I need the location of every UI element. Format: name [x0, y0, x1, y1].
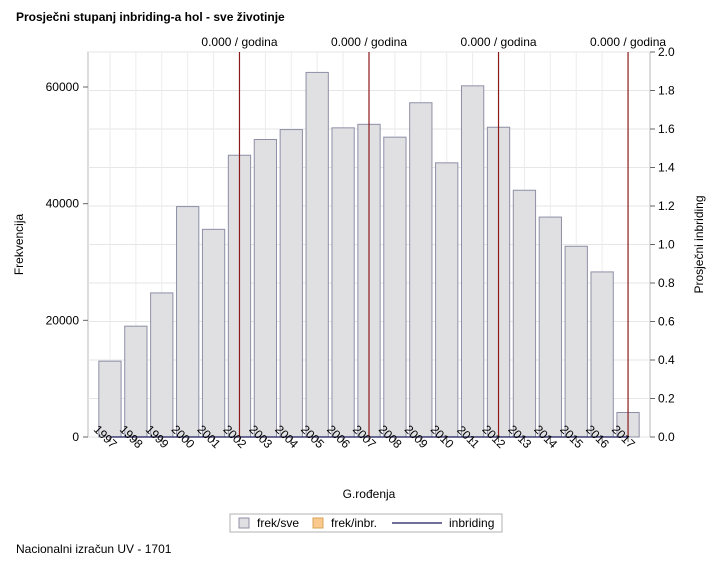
bar-2005 — [305, 71, 329, 438]
bar-1999 — [150, 292, 174, 438]
bar-2014 — [538, 216, 562, 438]
legend-label-inbriding: inbriding — [449, 516, 494, 530]
legend: frek/sve frek/inbr. inbriding — [229, 513, 503, 533]
axes: 0 20000 40000 60000 0.0 0.2 0.4 0.6 0.8 1.0 1.2 1.4… — [12, 45, 706, 501]
y2-tick-label: 0.6 — [658, 315, 675, 329]
y-tick-label: 20000 — [46, 313, 80, 327]
y2-tick-label: 1.6 — [658, 122, 675, 136]
y-tick-label: 0 — [72, 430, 79, 444]
y2-tick-label: 0.4 — [658, 353, 675, 367]
legend-box — [229, 513, 503, 533]
y2-tick-label: 1.2 — [658, 199, 675, 213]
reference-label-2002: 0.000 / godina — [201, 35, 277, 49]
bar-2010 — [435, 162, 459, 438]
legend-label-frek-inbr: frek/inbr. — [331, 516, 377, 530]
reference-label-2007: 0.000 / godina — [331, 35, 407, 49]
legend-swatch-frek-inbr — [312, 517, 324, 529]
legend-label-frek-sve: frek/sve — [257, 516, 299, 530]
reference-label-2012: 0.000 / godina — [460, 35, 536, 49]
y2-tick-label: 0.2 — [658, 392, 675, 406]
bar-1998 — [124, 325, 148, 438]
y2-tick-label: 2.0 — [658, 45, 675, 59]
bar-2004 — [279, 129, 303, 438]
y2-tick-label: 0.8 — [658, 276, 675, 290]
y-axis-label: Frekvencija — [12, 214, 26, 276]
bar-2015 — [564, 245, 588, 438]
reference-lines: 0.000 / godina 0.000 / godina 0.000 / godi… — [201, 35, 666, 437]
y2-tick-label: 1.4 — [658, 161, 675, 175]
legend-swatch-frek-sve — [238, 517, 250, 529]
bar-2011 — [460, 85, 485, 438]
bar-2003 — [253, 139, 278, 438]
y2-tick-label: 1.0 — [658, 238, 675, 252]
y-tick-label: 60000 — [46, 80, 80, 94]
bar-2013 — [512, 189, 537, 438]
reference-label-2017: 0.000 / godina — [590, 35, 666, 49]
bar-2001 — [201, 228, 226, 438]
chart-title: Prosječni stupanj inbriding-a hol - sve … — [16, 10, 285, 24]
bar-2006 — [331, 127, 355, 438]
y2-axis-label: Prosječni inbriding — [692, 195, 706, 293]
bar-2009 — [409, 102, 433, 438]
y2-tick-label: 1.8 — [658, 84, 675, 98]
bar-2000 — [176, 206, 200, 438]
footnote: Nacionalni izračun UV - 1701 — [16, 542, 172, 556]
y-tick-label: 40000 — [46, 197, 80, 211]
y2-tick-label: 0.0 — [658, 430, 675, 444]
bar-2008 — [383, 136, 407, 438]
x-axis-label: G.rođenja — [343, 487, 396, 501]
bar-2016 — [590, 271, 614, 438]
